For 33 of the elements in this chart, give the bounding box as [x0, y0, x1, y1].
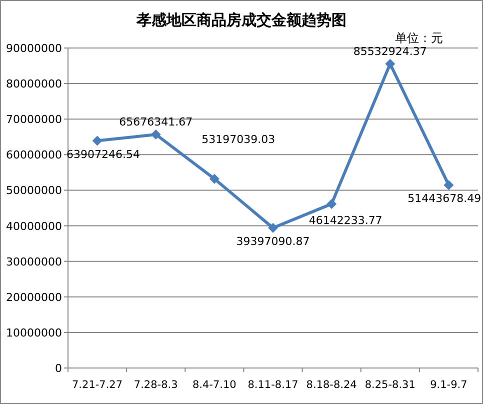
y-tick-label: 70000000 [6, 113, 62, 126]
y-tick-label: 0 [55, 362, 62, 375]
x-tick-label: 8.4-7.10 [192, 379, 236, 391]
point [209, 174, 220, 184]
point [385, 58, 396, 69]
x-tick-label: 9.1-9.7 [430, 379, 468, 391]
x-tick-label: 8.18-8.24 [306, 379, 358, 391]
data-label: 51443678.49 [408, 192, 482, 206]
y-tick-label: 80000000 [6, 78, 62, 91]
x-tick-label: 7.21-7.27 [72, 379, 123, 391]
point [92, 136, 102, 146]
point [326, 198, 337, 209]
y-tick-label: 20000000 [6, 290, 62, 304]
x-tick-label: 8.11-8.17 [248, 379, 298, 391]
chart-title: 孝感地区商品房成交金额趋势图 [136, 11, 346, 29]
x-tick-label: 8.25-8.31 [364, 379, 416, 391]
data-label: 39397090.87 [236, 234, 310, 248]
data-label: 63907246.54 [66, 148, 140, 161]
y-tick-label: 50000000 [6, 184, 62, 198]
data-label: 53197039.03 [202, 132, 276, 146]
point [444, 180, 454, 190]
data-label: 85532924.37 [353, 44, 427, 58]
text: 单位：元 [395, 31, 443, 45]
data-label: 65676341.67 [119, 115, 193, 128]
y-tick-label: 30000000 [6, 255, 62, 268]
data-label: 46142233.77 [308, 214, 382, 227]
y-tick-label: 90000000 [6, 42, 62, 55]
x-tick-label: 7.28-8.3 [134, 379, 178, 391]
y-tick-label: 10000000 [6, 326, 62, 340]
y-tick-label: 60000000 [6, 148, 62, 162]
point [150, 129, 161, 140]
y-tick-label: 40000000 [6, 220, 62, 233]
point [268, 222, 278, 233]
